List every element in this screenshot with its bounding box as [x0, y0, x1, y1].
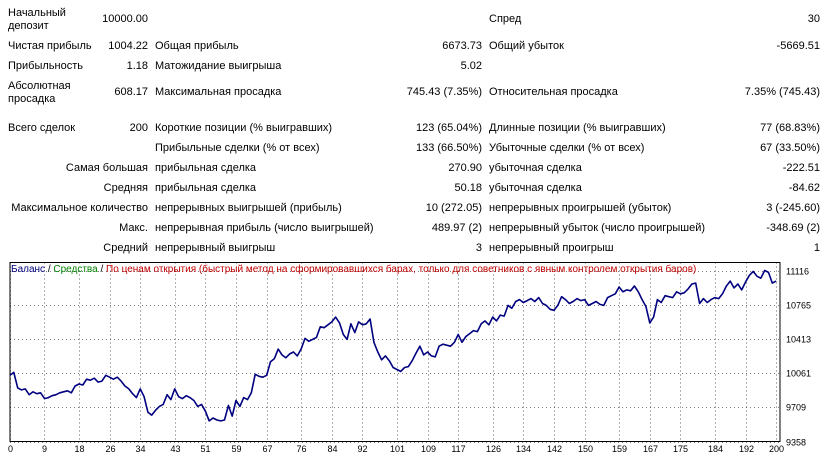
max-consecutive-wins-label: непрерывных выигрышей (прибыль) — [155, 202, 342, 214]
average-profit-label: прибыльная сделка — [155, 182, 257, 194]
relative-drawdown-label: Относительная просадка — [489, 86, 618, 98]
spread-value: 30 — [807, 13, 820, 25]
profit-factor-label: Прибыльность — [8, 60, 83, 72]
max-consecutive-losses-label: непрерывных проигрышей (убыток) — [489, 202, 672, 214]
largest-loss-label: убыточная сделка — [489, 162, 582, 174]
x-tick-label: 167 — [643, 444, 658, 454]
x-tick-label: 126 — [486, 444, 501, 454]
loss-trades-value: 67 (33.50%) — [760, 142, 820, 154]
total-trades-value: 200 — [129, 122, 148, 134]
x-tick-label: 18 — [74, 444, 84, 454]
x-tick-label: 101 — [390, 444, 405, 454]
long-positions-label: Длинные позиции (% выигравших) — [489, 122, 666, 134]
x-axis-ticks: 0 9 18 26 34 43 51 59 67 76 84 92 101 109 117 126 134 142… — [8, 444, 784, 454]
max-consecutive-loss-value: -348.69 (2) — [766, 222, 820, 234]
x-tick-label: 34 — [135, 444, 145, 454]
avg-consecutive-wins-label: непрерывный выигрыш — [155, 242, 276, 254]
gross-profit-value: 6673.73 — [442, 40, 482, 52]
y-tick-label: 10061 — [786, 369, 811, 379]
x-tick-label: 159 — [612, 444, 627, 454]
x-tick-label: 117 — [451, 444, 465, 454]
x-tick-label: 184 — [708, 444, 723, 454]
balance-series-line — [9, 269, 777, 422]
average-label: Средняя — [103, 182, 148, 194]
balance-chart: 0 9 18 26 34 43 51 59 67 76 84 92 101 109 117 126 134 142… — [8, 262, 811, 454]
x-tick-label: 67 — [262, 444, 272, 454]
y-tick-label: 11116 — [786, 267, 809, 277]
chart-legend: Баланс / Средства / По ценам открытия (б… — [11, 264, 696, 275]
legend-balance: Баланс — [11, 264, 46, 275]
x-tick-label: 26 — [105, 444, 115, 454]
y-tick-label: 10765 — [786, 301, 811, 311]
max-consecutive-loss-label: непрерывный убыток (число проигрышей) — [489, 222, 706, 234]
x-tick-label: 134 — [516, 444, 531, 454]
x-tick-label: 109 — [421, 444, 436, 454]
profit-factor-value: 1.18 — [126, 60, 148, 72]
legend-test-mode: По ценам открытия (быстрый метод на сфор… — [106, 264, 697, 275]
initial-deposit-value: 10000.00 — [102, 13, 148, 25]
x-tick-label: 51 — [200, 444, 210, 454]
x-tick-label: 92 — [357, 444, 367, 454]
maximal-drawdown-label: Максимальная просадка — [155, 86, 282, 98]
report-table: Начальный депозит 10000.00 Спред 30 Чист… — [8, 7, 820, 254]
absolute-drawdown-value: 608.17 — [114, 86, 148, 98]
avg-consecutive-wins-value: 3 — [475, 242, 482, 254]
x-tick-label: 59 — [231, 444, 241, 454]
long-positions-value: 77 (68.83%) — [760, 122, 820, 134]
max-consecutive-losses-value: 3 (-245.60) — [766, 202, 820, 214]
x-tick-label: 76 — [296, 444, 306, 454]
average-loss-value: -84.62 — [788, 182, 820, 194]
net-profit-value: 1004.22 — [108, 40, 148, 52]
x-tick-label: 43 — [170, 444, 180, 454]
total-trades-label: Всего сделок — [8, 122, 76, 134]
initial-deposit-label: Начальный депозит — [8, 7, 66, 32]
max-consecutive-label: Максимальное количество — [11, 202, 148, 214]
largest-profit-label: прибыльная сделка — [155, 162, 257, 174]
chart-grid — [10, 262, 780, 443]
largest-label: Самая большая — [65, 162, 148, 174]
short-positions-label: Короткие позиции (% выигравших) — [155, 122, 333, 134]
avg-consecutive-losses-value: 1 — [813, 242, 820, 254]
y-tick-label: 9709 — [786, 403, 806, 413]
short-positions-value: 123 (65.04%) — [415, 122, 482, 134]
gross-loss-value: -5669.51 — [776, 40, 820, 52]
max-consecutive-amount-label: Макс. — [119, 222, 148, 234]
gross-profit-label: Общая прибыль — [155, 40, 239, 52]
x-tick-label: 0 — [8, 444, 13, 454]
maximal-drawdown-value: 745.43 (7.35%) — [406, 86, 482, 98]
profit-trades-value: 133 (66.50%) — [415, 142, 482, 154]
max-consecutive-wins-value: 10 (272.05) — [425, 202, 482, 214]
expected-payoff-value: 5.02 — [460, 60, 482, 72]
chart-frame — [9, 262, 781, 442]
avg-consecutive-label: Средний — [103, 242, 148, 254]
average-profit-value: 50.18 — [454, 182, 482, 194]
average-loss-label: убыточная сделка — [489, 182, 582, 194]
relative-drawdown-value: 7.35% (745.43) — [744, 86, 820, 98]
gross-loss-label: Общий убыток — [489, 40, 564, 52]
largest-profit-value: 270.90 — [448, 162, 482, 174]
y-tick-label: 10413 — [786, 335, 811, 345]
largest-loss-value: -222.51 — [782, 162, 820, 174]
max-consecutive-profit-value: 489.97 (2) — [431, 222, 482, 234]
net-profit-label: Чистая прибыль — [8, 40, 92, 52]
legend-separator-1: / — [45, 264, 54, 275]
profit-trades-label: Прибыльные сделки (% от всех) — [155, 142, 320, 154]
spread-label: Спред — [489, 13, 522, 25]
absolute-drawdown-label: Абсолютная просадка — [8, 80, 71, 105]
avg-consecutive-losses-label: непрерывный проигрыш — [489, 242, 614, 254]
x-tick-label: 150 — [578, 444, 593, 454]
expected-payoff-label: Матожидание выигрыша — [155, 60, 282, 72]
legend-separator-2: / — [97, 264, 107, 275]
x-tick-label: 192 — [739, 444, 754, 454]
y-axis-ticks: 9358 9709 10061 10413 10765 11116 — [786, 267, 811, 448]
max-consecutive-profit-label: непрерывная прибыль (число выигрышей) — [155, 222, 374, 234]
y-tick-label: 9358 — [786, 438, 806, 448]
x-tick-label: 175 — [673, 444, 688, 454]
x-tick-label: 142 — [547, 444, 562, 454]
loss-trades-label: Убыточные сделки (% от всех) — [489, 142, 645, 154]
x-tick-label: 200 — [769, 444, 784, 454]
x-tick-label: 9 — [42, 444, 47, 454]
x-tick-label: 84 — [327, 444, 337, 454]
legend-equity: Средства — [53, 264, 98, 275]
